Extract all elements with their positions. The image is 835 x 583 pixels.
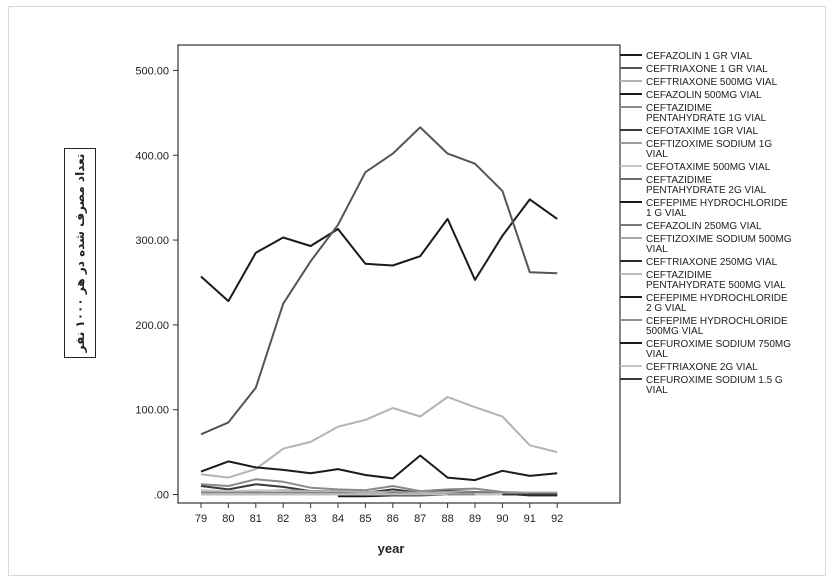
y-axis-title: تعداد مصرف شده در هر ۱۰۰۰ نفر: [73, 153, 87, 353]
legend-label: CEFTRIAXONE 1 GR VIAL: [646, 64, 768, 75]
legend-item: CEFUROXIME SODIUM 750MG VIAL: [620, 339, 791, 360]
x-tick-label: 80: [222, 513, 234, 525]
legend-label: CEFEPIME HYDROCHLORIDE 500MG VIAL: [646, 316, 788, 337]
x-tick-label: 91: [524, 513, 536, 525]
x-tick-label: 89: [469, 513, 481, 525]
y-tick-label: 500.00: [135, 65, 169, 77]
legend-item: CEFTIZOXIME SODIUM 500MG VIAL: [620, 234, 792, 255]
legend-label: CEFUROXIME SODIUM 750MG VIAL: [646, 339, 791, 360]
x-tick-label: 82: [277, 513, 289, 525]
x-tick-label: 85: [359, 513, 371, 525]
legend-label: CEFEPIME HYDROCHLORIDE 1 G VIAL: [646, 198, 788, 219]
legend-item: CEFTAZIDIME PENTAHYDRATE 2G VIAL: [620, 175, 767, 196]
x-tick-label: 81: [250, 513, 262, 525]
legend-label: CEFTRIAXONE 500MG VIAL: [646, 77, 778, 88]
legend-label: CEFTAZIDIME PENTAHYDRATE 500MG VIAL: [646, 270, 786, 291]
legend-item: CEFTRIAXONE 500MG VIAL: [620, 77, 778, 88]
series-line: [200, 478, 558, 494]
y-tick-label: 400.00: [135, 150, 169, 162]
legend-item: CEFTAZIDIME PENTAHYDRATE 1G VIAL: [620, 103, 767, 124]
x-tick-label: 87: [414, 513, 426, 525]
y-tick-label: 200.00: [135, 320, 169, 332]
legend-item: CEFAZOLIN 500MG VIAL: [620, 90, 762, 101]
series-line: [200, 198, 558, 303]
legend-label: CEFUROXIME SODIUM 1.5 G VIAL: [646, 375, 783, 396]
legend-item: CEFAZOLIN 1 GR VIAL: [620, 51, 753, 62]
legend-item: CEFEPIME HYDROCHLORIDE 1 G VIAL: [620, 198, 788, 219]
legend-item: CEFOTAXIME 500MG VIAL: [620, 162, 771, 173]
chart-frame: [8, 6, 826, 576]
legend-item: CEFTIZOXIME SODIUM 1G VIAL: [620, 139, 772, 160]
series-line: [200, 454, 558, 482]
legend-item: CEFUROXIME SODIUM 1.5 G VIAL: [620, 375, 783, 396]
legend-item: CEFEPIME HYDROCHLORIDE 2 G VIAL: [620, 293, 788, 314]
legend-label: CEFOTAXIME 1GR VIAL: [646, 126, 758, 137]
legend-label: CEFTAZIDIME PENTAHYDRATE 2G VIAL: [646, 175, 767, 196]
legend-label: CEFAZOLIN 1 GR VIAL: [646, 51, 753, 62]
legend-label: CEFOTAXIME 500MG VIAL: [646, 162, 771, 173]
legend-item: CEFEPIME HYDROCHLORIDE 500MG VIAL: [620, 316, 788, 337]
x-tick-label: 88: [441, 513, 453, 525]
legend-item: CEFTRIAXONE 1 GR VIAL: [620, 64, 768, 75]
y-tick-label: 100.00: [135, 405, 169, 417]
x-tick-label: 79: [195, 513, 207, 525]
legend-label: CEFTRIAXONE 2G VIAL: [646, 362, 758, 373]
x-axis-title: year: [378, 541, 405, 556]
legend-label: CEFAZOLIN 250MG VIAL: [646, 221, 762, 232]
legend-item: CEFAZOLIN 250MG VIAL: [620, 221, 762, 232]
x-tick-label: 86: [387, 513, 399, 525]
legend-item: CEFTRIAXONE 2G VIAL: [620, 362, 758, 373]
legend-label: CEFAZOLIN 500MG VIAL: [646, 90, 762, 101]
legend-label: CEFTIZOXIME SODIUM 1G VIAL: [646, 139, 772, 160]
legend-item: CEFOTAXIME 1GR VIAL: [620, 126, 758, 137]
legend-label: CEFTIZOXIME SODIUM 500MG VIAL: [646, 234, 792, 255]
series-line: [200, 396, 558, 479]
legend-item: CEFTAZIDIME PENTAHYDRATE 500MG VIAL: [620, 270, 786, 291]
x-tick-label: 84: [332, 513, 344, 525]
legend-label: CEFTRIAXONE 250MG VIAL: [646, 257, 778, 268]
x-tick-label: 83: [304, 513, 316, 525]
legend-item: CEFTRIAXONE 250MG VIAL: [620, 257, 778, 268]
y-tick-label: 300.00: [135, 235, 169, 247]
x-tick-label: 90: [496, 513, 508, 525]
y-tick-label: .00: [154, 490, 169, 502]
y-axis-title-box: تعداد مصرف شده در هر ۱۰۰۰ نفر: [64, 148, 96, 358]
series-line: [200, 126, 558, 436]
legend-label: CEFEPIME HYDROCHLORIDE 2 G VIAL: [646, 293, 788, 314]
legend-label: CEFTAZIDIME PENTAHYDRATE 1G VIAL: [646, 103, 767, 124]
x-tick-label: 92: [551, 513, 563, 525]
